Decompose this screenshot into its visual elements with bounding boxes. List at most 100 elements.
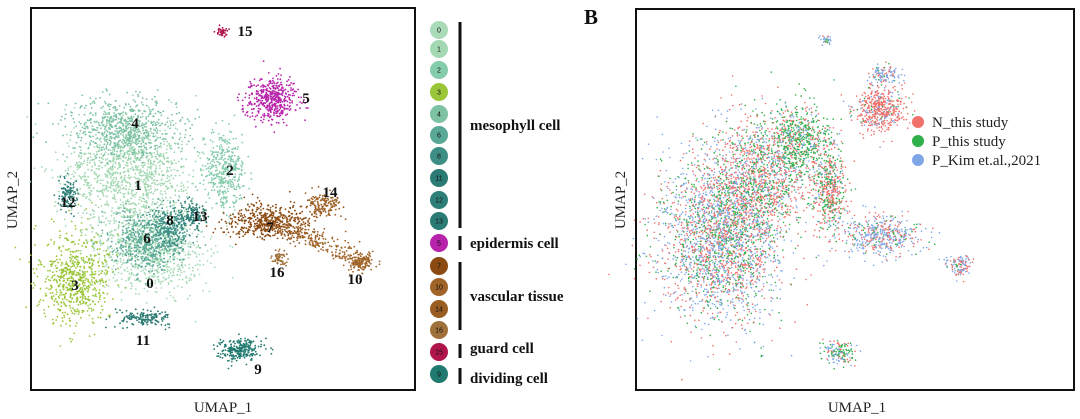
point [136, 222, 139, 225]
point [107, 285, 110, 288]
point [183, 231, 186, 234]
point [112, 171, 115, 174]
point [136, 252, 139, 255]
point [116, 130, 118, 133]
point [82, 132, 85, 135]
point [131, 208, 133, 211]
point [127, 137, 129, 140]
point [109, 143, 111, 146]
point [61, 298, 64, 301]
point [111, 169, 114, 171]
point [70, 310, 73, 312]
point [104, 203, 107, 206]
point [79, 229, 82, 232]
point [109, 177, 112, 180]
point [196, 240, 199, 243]
point [188, 218, 191, 221]
point [202, 263, 205, 266]
point [124, 287, 127, 289]
point [165, 151, 168, 154]
point [138, 241, 141, 244]
point [156, 179, 159, 182]
point [142, 181, 144, 183]
point [161, 182, 164, 185]
point [113, 112, 115, 114]
point [154, 124, 157, 127]
point [126, 270, 129, 273]
point [113, 150, 116, 153]
point [150, 174, 153, 176]
point [160, 232, 163, 234]
point [136, 244, 139, 246]
point [113, 148, 116, 151]
point [263, 112, 266, 115]
point [152, 132, 155, 135]
point [100, 141, 102, 143]
point [169, 255, 172, 258]
point [82, 300, 85, 303]
point [60, 264, 62, 267]
point [141, 315, 144, 318]
point [223, 186, 226, 189]
point [151, 239, 154, 242]
point [137, 255, 140, 258]
point [199, 264, 201, 267]
point [201, 174, 203, 177]
point [140, 262, 143, 265]
point [101, 166, 103, 169]
point [164, 185, 167, 188]
point [120, 152, 123, 155]
point [108, 256, 111, 259]
point [104, 135, 107, 138]
point [159, 192, 162, 195]
point [136, 319, 139, 322]
point [108, 247, 110, 249]
point [122, 136, 125, 139]
point [117, 241, 120, 244]
point [29, 254, 32, 256]
point [85, 208, 88, 210]
point [189, 253, 192, 256]
point [118, 211, 121, 214]
point [149, 111, 152, 113]
point [92, 140, 95, 143]
point [100, 221, 103, 224]
point [210, 150, 212, 152]
point [62, 153, 64, 156]
point [130, 150, 132, 153]
point [157, 161, 160, 164]
point [75, 141, 78, 144]
point [159, 233, 162, 236]
point [195, 235, 198, 238]
point [103, 221, 105, 224]
point [127, 125, 129, 127]
point [176, 184, 179, 187]
point [215, 122, 217, 125]
point [213, 184, 215, 186]
point [218, 145, 221, 148]
point [25, 306, 27, 309]
point [79, 105, 82, 108]
point [30, 282, 33, 285]
point [76, 296, 79, 299]
point [162, 154, 165, 157]
point [134, 263, 137, 265]
point [138, 140, 141, 143]
point [170, 174, 173, 177]
point [76, 271, 78, 274]
point [52, 220, 55, 223]
point [88, 314, 91, 317]
point [178, 221, 180, 224]
point [229, 206, 231, 209]
point [127, 170, 130, 173]
point [142, 252, 145, 255]
point [42, 299, 45, 302]
point [207, 194, 210, 196]
point [197, 245, 200, 248]
point [235, 188, 238, 191]
point [182, 184, 185, 187]
point [49, 260, 52, 263]
point [104, 274, 107, 276]
point [97, 168, 100, 171]
